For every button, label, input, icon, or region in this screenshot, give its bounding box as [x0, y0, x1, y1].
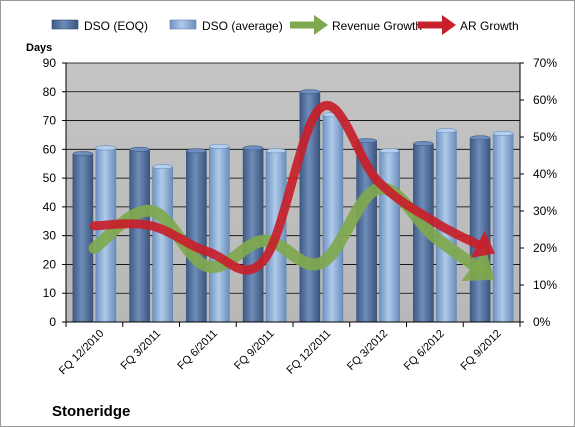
- bar-cap-dso-average: [379, 148, 400, 154]
- bar-dso-eoq: [129, 149, 150, 323]
- bar-dso-average: [152, 166, 173, 323]
- legend-arrow-revenue-growth: [314, 15, 328, 35]
- bar-dso-eoq: [469, 137, 491, 323]
- y-tick-labels: 0 10 20 30 40 50 60 70 80 90: [43, 56, 57, 329]
- y-tick-label: 70: [43, 114, 57, 128]
- bar-cap-dso-eoq: [186, 148, 207, 154]
- axes: [62, 62, 524, 327]
- bar-cap-dso-eoq: [129, 146, 150, 152]
- y-axis-label: Days: [26, 42, 52, 54]
- bar-dso-average: [492, 133, 514, 323]
- bar-cap-dso-average: [152, 164, 173, 170]
- chart-title: Stoneridge: [52, 403, 130, 420]
- y2-tick-label: 0%: [533, 315, 551, 329]
- y-tick-label: 90: [43, 56, 57, 70]
- bar-dso-eoq: [242, 147, 264, 323]
- y-tick-label: 20: [43, 257, 57, 271]
- legend-swatch-dso-average: [169, 19, 197, 30]
- y2-tick-labels: 0% 10% 20% 30% 40% 50% 60% 70%: [533, 56, 557, 329]
- arrowhead-ar-growth: [470, 230, 496, 258]
- bar-cap-dso-average: [265, 148, 287, 154]
- line-revenue-growth: [88, 182, 487, 276]
- y2-tick-label: 20%: [533, 241, 557, 255]
- arrowhead-revenue-growth: [461, 247, 495, 282]
- legend: DSO (EOQ) DSO (average) Revenue Growth AR G…: [51, 15, 519, 35]
- bar-dso-eoq: [72, 153, 94, 323]
- y2-tick-label: 60%: [533, 93, 557, 107]
- bar-cap-dso-eoq: [242, 145, 264, 151]
- y2-tick-label: 40%: [533, 167, 557, 181]
- bar-cap-dso-average: [436, 128, 457, 134]
- bar-cap-dso-eoq: [413, 141, 434, 147]
- bar-cap-dso-average: [95, 145, 117, 151]
- line-ar-growth: [89, 101, 484, 275]
- y2-tick-label: 50%: [533, 130, 557, 144]
- legend-swatch-dso-eoq: [51, 19, 79, 30]
- legend-label-ar-growth: AR Growth: [460, 19, 519, 33]
- bar-cap-dso-average: [492, 131, 514, 136]
- legend-arrow-ar-growth: [442, 15, 456, 35]
- y-tick-label: 30: [43, 229, 57, 243]
- legend-label-revenue-growth: Revenue Growth: [332, 19, 422, 33]
- y-tick-label: 0: [49, 315, 56, 329]
- bar-cap-dso-average: [209, 144, 230, 149]
- y-tick-label: 80: [43, 85, 57, 99]
- bar-dso-average: [209, 146, 230, 323]
- growth-lines: [88, 101, 496, 282]
- y2-tick-label: 30%: [533, 204, 557, 218]
- y2-tick-label: 70%: [533, 56, 557, 70]
- y-tick-label: 10: [43, 286, 57, 300]
- y-tick-label: 50: [43, 171, 57, 185]
- bar-dso-eoq: [186, 150, 207, 323]
- y2-tick-label: 10%: [533, 278, 557, 292]
- y-tick-label: 40: [43, 200, 57, 214]
- bar-dso-average: [379, 150, 400, 323]
- legend-label-dso-average: DSO (average): [202, 19, 283, 33]
- bar-cap-dso-eoq: [299, 89, 321, 95]
- y-tick-label: 60: [43, 142, 57, 156]
- bar-cap-dso-eoq: [72, 151, 94, 157]
- legend-label-dso-eoq: DSO (EOQ): [84, 19, 148, 33]
- bar-cap-dso-eoq: [469, 135, 491, 141]
- bar-dso-average: [322, 114, 344, 323]
